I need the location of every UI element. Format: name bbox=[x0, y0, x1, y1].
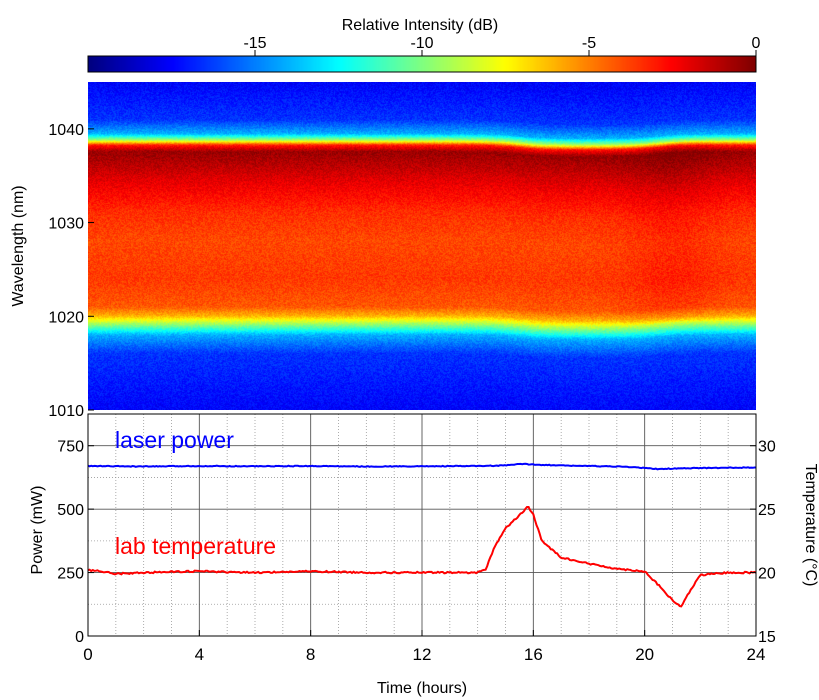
spectrogram-y-tick-label: 1020 bbox=[48, 309, 84, 326]
x-ticks: 0 4 8 12 16 20 24 bbox=[83, 630, 765, 664]
x-tick-label: 8 bbox=[306, 645, 315, 664]
left-y-tick-label: 0 bbox=[75, 629, 84, 646]
series-line bbox=[87, 462, 756, 471]
spectrogram-panel: 1010 1020 1030 1040 Wavelength (nm) bbox=[10, 82, 756, 420]
colorbar-tick-label: -10 bbox=[410, 35, 433, 52]
colorbar-tick-label: -15 bbox=[243, 35, 266, 52]
x-tick-label: 16 bbox=[524, 645, 543, 664]
right-y-ticks: 15 20 25 30 bbox=[750, 439, 776, 646]
lab-temperature-annotation: lab temperature bbox=[115, 533, 276, 559]
colorbar-label: Relative Intensity (dB) bbox=[342, 17, 499, 34]
left-y-tick-label: 250 bbox=[57, 566, 84, 583]
right-y-tick-label: 15 bbox=[758, 629, 776, 646]
x-tick-label: 24 bbox=[747, 645, 766, 664]
spectrogram-y-tick-label: 1030 bbox=[48, 216, 84, 233]
laser-power-annotation: laser power bbox=[115, 427, 234, 453]
x-tick-label: 20 bbox=[635, 645, 654, 664]
left-y-tick-label: 750 bbox=[57, 439, 84, 456]
left-y-tick-label: 500 bbox=[57, 502, 84, 519]
spectrogram-y-tick-label: 1040 bbox=[48, 122, 84, 139]
x-tick-label: 4 bbox=[195, 645, 204, 664]
series-lines bbox=[87, 462, 757, 608]
colorbar-tick-label: -5 bbox=[582, 35, 596, 52]
spectrogram-image bbox=[88, 82, 756, 410]
colorbar: Relative Intensity (dB) -15 -10 -5 0 bbox=[87, 17, 761, 73]
right-y-axis-label: Temperature (°C) bbox=[802, 464, 819, 587]
right-y-tick-label: 25 bbox=[758, 502, 776, 519]
x-axis-label: Time (hours) bbox=[377, 680, 467, 697]
x-tick-label: 0 bbox=[83, 645, 92, 664]
colorbar-gradient bbox=[88, 56, 756, 72]
x-tick-label: 12 bbox=[413, 645, 432, 664]
left-y-ticks: 0 250 500 750 bbox=[57, 439, 94, 646]
series-line bbox=[87, 506, 757, 608]
left-y-axis-label: Power (mW) bbox=[29, 486, 46, 575]
colorbar-tick-label: 0 bbox=[752, 35, 761, 52]
colorbar-frame bbox=[87, 55, 757, 73]
spectrogram-y-tick-label: 1010 bbox=[48, 403, 84, 420]
colorbar-ticks: -15 -10 -5 0 bbox=[243, 35, 761, 56]
spectrogram-y-label: Wavelength (nm) bbox=[10, 185, 27, 306]
power-temperature-panel: 0 4 8 12 16 20 24 0 250 500 750 15 20 25 30 Time (ho… bbox=[29, 413, 819, 697]
right-y-tick-label: 30 bbox=[758, 439, 776, 456]
spectrogram-y-ticks: 1010 1020 1030 1040 bbox=[48, 122, 94, 420]
right-y-tick-label: 20 bbox=[758, 566, 776, 583]
